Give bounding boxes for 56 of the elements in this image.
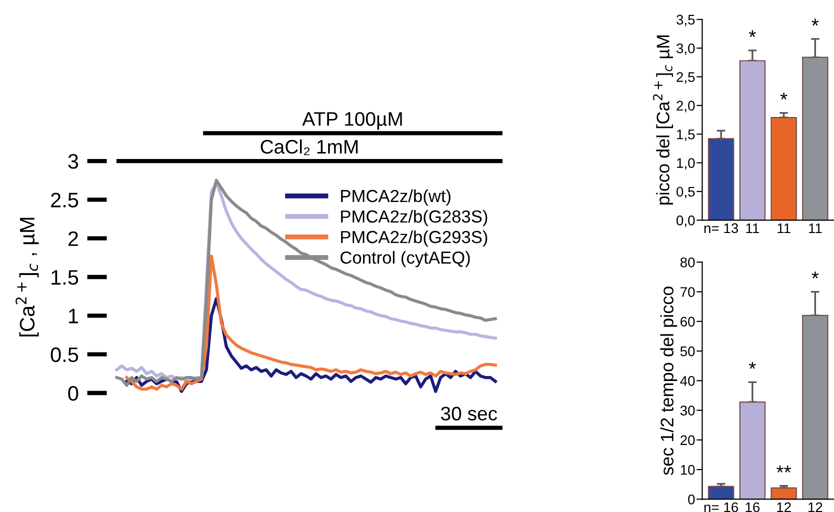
legend-label: PMCA2z/b(G283S) xyxy=(341,210,488,226)
bar xyxy=(802,314,828,500)
x-tick-label: 11 xyxy=(778,223,790,234)
y-tick-label: 80 xyxy=(680,257,695,268)
annotation: * xyxy=(812,272,819,278)
y-tick-label: 50 xyxy=(680,346,695,356)
x-tick-label: 16 xyxy=(746,502,760,512)
annotation: * xyxy=(780,92,788,100)
y-tick-label: 2 xyxy=(68,231,78,246)
y-tick-label: 30 xyxy=(680,406,695,416)
y-tick-label: 1,0 xyxy=(677,158,695,170)
y-axis-title: sec 1/2 tempo del picco xyxy=(660,286,678,476)
y-axis-title: picco del [Ca$^{2+}$]$_{c}$ µM xyxy=(652,35,674,204)
x-tick-label: 11 xyxy=(746,223,759,234)
bar xyxy=(802,56,828,220)
y-tick-label: 2,0 xyxy=(676,100,695,112)
annotation: * xyxy=(812,18,819,26)
y-tick-label: 0,5 xyxy=(676,186,695,198)
x-tick-label: n= 16 xyxy=(704,502,738,512)
text: CaCl₂ 1mM xyxy=(260,139,358,156)
bar xyxy=(739,401,766,500)
bar xyxy=(708,486,734,500)
y-tick-label: 0,0 xyxy=(676,215,695,227)
legend-label: PMCA2z/b(wt) xyxy=(341,189,450,206)
y-tick-label: 0 xyxy=(688,494,695,504)
y-tick-label: 40 xyxy=(680,376,695,386)
x-tick-label: 12 xyxy=(777,502,791,512)
y-tick-label: 3,5 xyxy=(676,14,695,26)
annotation: * xyxy=(748,362,756,369)
y-tick-label: 3,0 xyxy=(676,43,695,55)
x-tick-label: 11 xyxy=(809,223,822,234)
y-tick-label: 0 xyxy=(68,386,78,401)
y-tick-label: 3 xyxy=(68,154,78,169)
bar xyxy=(739,60,766,220)
y-tick-label: 0.5 xyxy=(50,347,78,362)
y-tick-label: 1,5 xyxy=(677,130,695,141)
y-tick-label: 1 xyxy=(68,308,78,324)
y-tick-label: 10 xyxy=(680,464,695,475)
annotation: * xyxy=(748,30,756,38)
y-axis-title: [Ca$^{2+}$]$_{c}$ , µM xyxy=(16,218,39,336)
y-tick-label: 60 xyxy=(680,316,695,327)
x-tick-label: 12 xyxy=(808,502,822,512)
y-tick-label: 2,5 xyxy=(676,72,695,84)
y-tick-label: 1.5 xyxy=(52,270,78,285)
bar xyxy=(770,487,797,500)
text: 30 sec xyxy=(441,406,498,420)
text: ATP 100µM xyxy=(302,112,402,130)
y-tick-label: 70 xyxy=(680,287,695,297)
y-tick-label: 20 xyxy=(680,435,695,446)
y-tick-label: 2.5 xyxy=(51,192,78,208)
legend-label: PMCA2z/b(G293S) xyxy=(341,230,488,247)
annotation: ** xyxy=(776,466,792,473)
bar xyxy=(708,138,734,220)
legend-label: Control (cytAEQ) xyxy=(340,250,470,268)
bar xyxy=(770,116,797,220)
x-tick-label: n= 13 xyxy=(704,223,738,234)
